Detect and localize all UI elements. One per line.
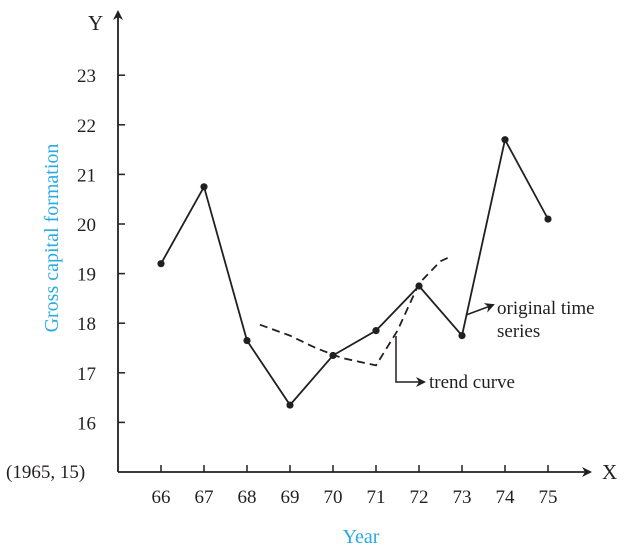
series-layer xyxy=(157,136,552,409)
data-point xyxy=(157,260,165,268)
annotation-trend-label: trend curve xyxy=(429,372,515,393)
x-tick-label: 72 xyxy=(410,487,429,508)
y-tick-label: 17 xyxy=(77,364,96,385)
data-point xyxy=(458,332,466,340)
series-trend-curve xyxy=(259,255,452,367)
y-axis-label: Gross capital formation xyxy=(41,144,63,333)
series-original-time-series xyxy=(157,136,552,409)
x-tick-label: 70 xyxy=(324,487,343,508)
x-axis-label: Year xyxy=(343,526,380,548)
annotation-original-line-1: original time xyxy=(497,298,595,319)
data-point xyxy=(372,327,380,335)
y-axis-letter: Y xyxy=(88,11,103,35)
y-tick-label: 22 xyxy=(77,116,96,137)
x-ticks: 66 67 68 69 70 71 72 73 74 75 xyxy=(152,465,558,508)
annotation-arrow-original xyxy=(465,303,495,316)
origin-label: (1965, 15) xyxy=(6,462,85,483)
x-tick-label: 67 xyxy=(195,487,214,508)
x-tick-label: 73 xyxy=(453,487,472,508)
x-tick-label: 68 xyxy=(238,487,257,508)
x-tick-label: 74 xyxy=(496,487,516,508)
y-tick-label: 18 xyxy=(77,314,96,335)
x-tick-label: 69 xyxy=(281,487,300,508)
trend-curve-line xyxy=(259,255,452,367)
x-tick-label: 66 xyxy=(152,487,171,508)
x-tick-label: 71 xyxy=(367,487,386,508)
annotation-original-line-2: series xyxy=(497,321,540,342)
annotation-arrow-trend xyxy=(395,336,426,387)
data-point xyxy=(243,336,251,345)
y-tick-label: 16 xyxy=(77,413,96,434)
y-tick-label: 23 xyxy=(77,66,96,87)
axes xyxy=(113,10,592,477)
y-tick-label: 19 xyxy=(77,265,96,286)
data-point xyxy=(286,401,294,409)
y-tick-label: 21 xyxy=(77,165,96,186)
y-ticks: 16 17 18 19 20 21 22 23 xyxy=(77,66,125,434)
data-point xyxy=(200,183,208,191)
annotation-trend-curve: trend curve xyxy=(395,336,515,393)
annotation-original-time-series: original time series xyxy=(465,298,595,342)
data-point xyxy=(501,136,509,144)
y-tick-label: 20 xyxy=(77,215,96,236)
x-tick-label: 75 xyxy=(539,487,558,508)
x-axis-letter: X xyxy=(602,460,617,484)
data-point xyxy=(544,215,552,223)
original-series-line xyxy=(160,137,549,407)
